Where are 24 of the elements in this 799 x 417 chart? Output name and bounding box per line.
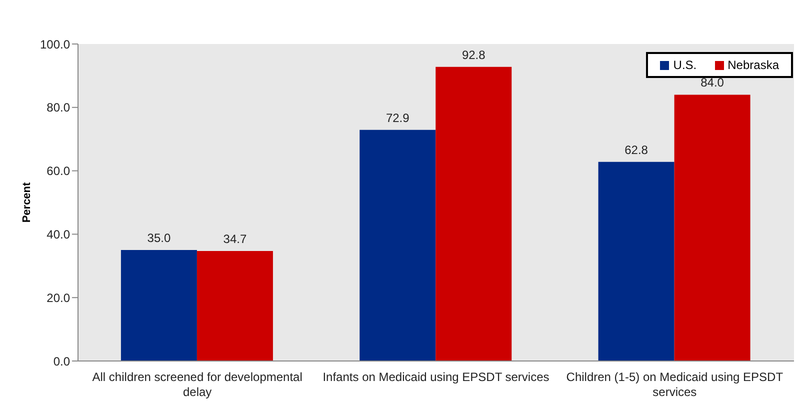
bar	[360, 130, 436, 361]
y-tick-label: 80.0	[46, 100, 70, 115]
y-tick-label: 0.0	[53, 354, 70, 368]
bar	[120, 250, 197, 361]
bar	[436, 66, 512, 361]
data-label: 35.0	[147, 231, 171, 246]
bar	[196, 251, 273, 361]
legend-label: Nebraska	[726, 58, 779, 72]
y-tick-label: 20.0	[46, 290, 70, 305]
y-tick-label: 100.0	[40, 37, 70, 52]
data-label: 34.7	[223, 232, 247, 246]
data-label: 62.8	[624, 142, 648, 157]
bar	[598, 162, 674, 361]
bar	[674, 94, 750, 361]
x-tick-label: Children (1-5) on Medicaid using EPSDT services	[566, 370, 784, 399]
y-tick-label: 40.0	[46, 227, 70, 242]
y-tick-label: 60.0	[46, 164, 70, 178]
data-label: 84.0	[700, 76, 724, 90]
data-label: 92.8	[462, 48, 486, 62]
x-tick-label: All children screened for developmental delay	[92, 370, 302, 399]
y-axis-title: Percent	[20, 182, 33, 223]
data-label: 72.9	[386, 110, 410, 125]
x-tick-label: Infants on Medicaid using EPSDT services	[322, 370, 550, 384]
legend-label: U.S.	[672, 58, 697, 72]
